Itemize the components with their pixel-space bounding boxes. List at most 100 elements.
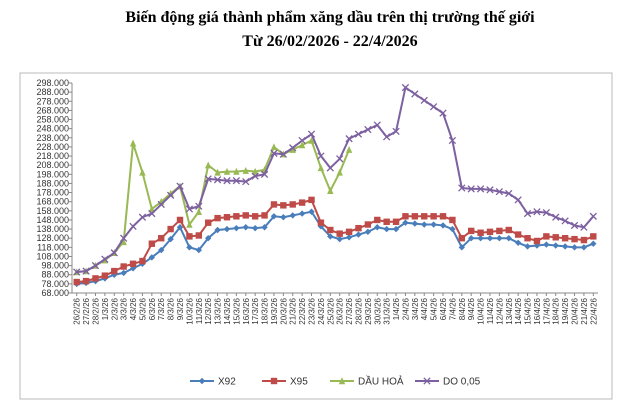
point: [411, 90, 419, 98]
point: [374, 224, 381, 231]
point: [430, 213, 437, 220]
x-tick-label: 6/4/26: [439, 297, 448, 320]
chart-border: [19, 72, 613, 400]
y-tick-label: 208.000: [36, 160, 69, 170]
point: [308, 136, 315, 144]
y-tick-label: 148.000: [36, 215, 69, 225]
y-tick-label: 238.000: [36, 133, 69, 143]
point: [110, 249, 118, 257]
y-tick-label: 158.000: [36, 206, 69, 216]
point: [327, 226, 334, 234]
x-tick-label: 14/4/26: [514, 297, 523, 324]
point: [289, 212, 296, 219]
point: [514, 196, 522, 204]
point: [429, 103, 438, 111]
point: [120, 263, 127, 270]
point: [260, 170, 269, 178]
point: [543, 233, 550, 240]
point: [242, 224, 249, 231]
x-tick-label: 20/4/26: [571, 297, 580, 324]
point: [467, 227, 475, 235]
point: [486, 235, 494, 242]
point: [298, 199, 306, 206]
point: [552, 234, 559, 241]
point: [561, 243, 569, 250]
x-tick-label: 22/3/26: [298, 297, 307, 324]
point: [571, 244, 578, 251]
point: [129, 260, 137, 267]
point: [251, 213, 259, 220]
point: [120, 234, 128, 242]
point: [495, 187, 504, 196]
point: [186, 233, 193, 240]
legend-marker: [198, 377, 206, 385]
point: [120, 238, 127, 246]
x-tick-label: 5/3/26: [138, 297, 147, 320]
point: [158, 235, 165, 242]
point: [148, 209, 156, 218]
point: [251, 172, 259, 180]
legend-label: DẦU HOẢ: [358, 375, 404, 388]
legend-label: DO 0,05: [443, 377, 481, 388]
point: [298, 136, 306, 145]
x-tick-label: 27/2/26: [82, 297, 91, 324]
point: [223, 177, 231, 185]
y-tick-label: 298.000: [36, 78, 69, 88]
x-tick-label: 28/2/26: [91, 297, 100, 324]
y-tick-label: 78.000: [41, 279, 69, 289]
point: [552, 242, 559, 249]
point: [242, 166, 249, 174]
point: [120, 269, 127, 277]
y-tick-label: 188.000: [36, 178, 69, 188]
x-tick-label: 11/3/26: [195, 297, 204, 324]
point: [242, 177, 250, 186]
point: [439, 222, 447, 229]
legend-marker: [270, 377, 278, 385]
point: [402, 219, 409, 226]
chart-title: Biến động giá thành phẩm xăng dầu trên t…: [125, 9, 535, 26]
point: [223, 225, 231, 233]
point: [308, 208, 315, 215]
point: [439, 109, 447, 117]
point: [402, 213, 409, 220]
x-tick-label: 13/3/26: [214, 297, 223, 324]
point: [345, 135, 353, 143]
point: [364, 228, 372, 236]
point: [533, 237, 541, 245]
point: [523, 209, 532, 218]
point: [336, 168, 343, 176]
point: [158, 246, 165, 254]
x-tick-label: 21/3/26: [289, 297, 298, 324]
x-tick-label: 6/3/26: [148, 297, 157, 320]
x-tick-label: 7/4/26: [448, 297, 457, 320]
point: [167, 225, 174, 233]
point: [214, 226, 221, 234]
point: [383, 218, 390, 225]
point: [580, 244, 588, 251]
point: [590, 233, 597, 240]
y-tick-label: 228.000: [36, 142, 69, 152]
point: [82, 277, 90, 285]
x-tick-label: 1/3/26: [101, 297, 110, 320]
point: [73, 278, 80, 286]
point: [185, 205, 194, 213]
y-tick-label: 128.000: [36, 233, 69, 243]
point: [327, 187, 334, 194]
y-tick-label: 178.000: [36, 188, 69, 198]
point: [345, 145, 353, 153]
point: [101, 272, 109, 279]
point: [91, 261, 100, 270]
point: [392, 127, 400, 136]
point: [524, 235, 531, 242]
point: [392, 225, 400, 233]
point: [176, 216, 184, 224]
y-tick-label: 278.000: [36, 96, 69, 106]
x-tick-label: 27/3/26: [345, 297, 354, 324]
x-tick-label: 22/4/26: [589, 297, 598, 324]
point: [317, 219, 325, 226]
y-tick-label: 168.000: [36, 197, 69, 207]
point: [355, 231, 362, 238]
point: [251, 224, 259, 232]
x-tick-label: 30/3/26: [373, 297, 382, 324]
